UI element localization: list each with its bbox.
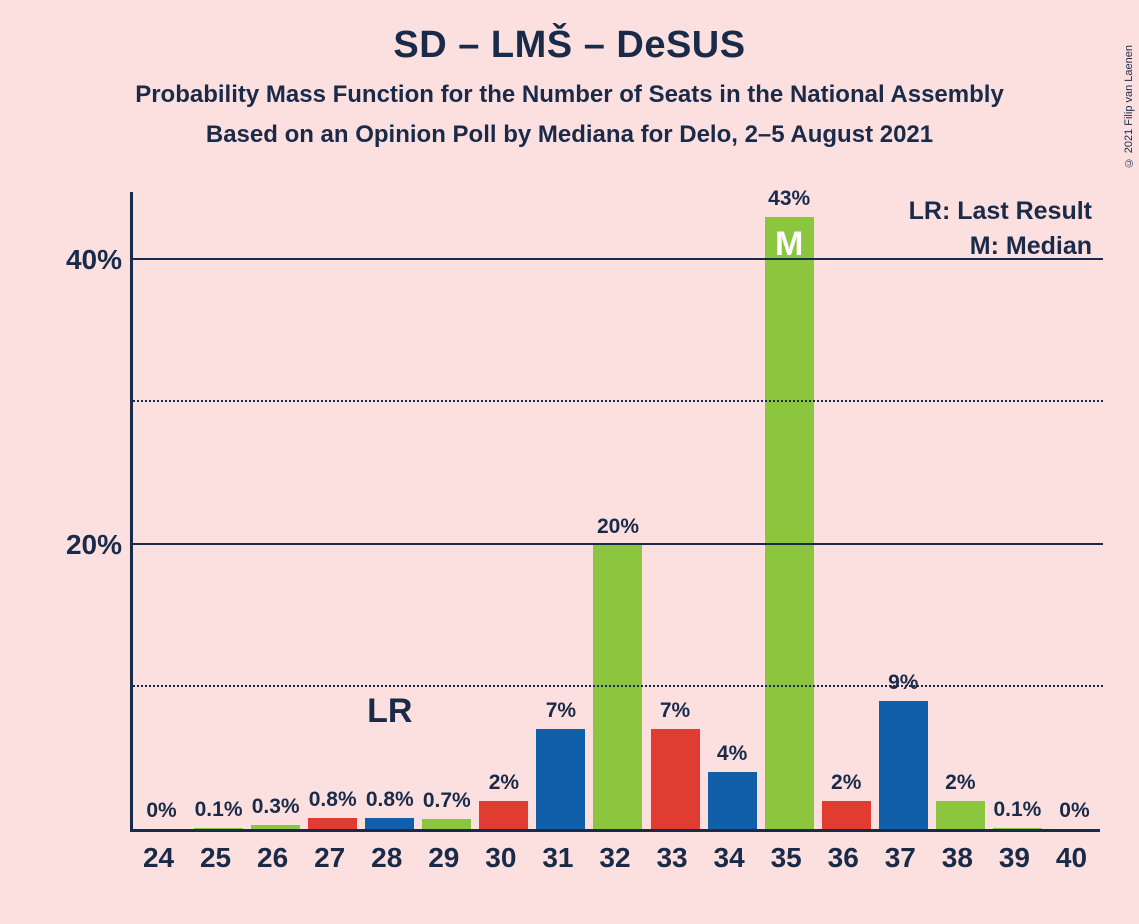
bar (479, 801, 528, 829)
chart-subtitle: Probability Mass Function for the Number… (0, 67, 1139, 109)
bar-value-label: 0.8% (366, 788, 414, 818)
x-axis-label: 26 (244, 842, 301, 874)
bar-value-label: 2% (831, 771, 861, 801)
bar (822, 801, 871, 829)
y-axis-label: 20% (66, 529, 122, 561)
bar-slot: 20% (589, 515, 646, 829)
bar-slot: 0.8% (361, 788, 418, 829)
plot-area: LR: Last Result M: Median 0%0.1%0.3%0.8%… (130, 192, 1100, 832)
bar-slot: 7% (532, 699, 589, 829)
grid-line-minor (133, 685, 1103, 687)
bar-slot: 0.8% (304, 788, 361, 829)
grid-line-major (133, 543, 1103, 545)
x-axis-label: 37 (872, 842, 929, 874)
bar-value-label: 7% (546, 699, 576, 729)
x-axis-label: 33 (644, 842, 701, 874)
x-axis-label: 28 (358, 842, 415, 874)
bar-slot: 0.1% (190, 798, 247, 829)
bar-value-label: 7% (660, 699, 690, 729)
x-axis-label: 29 (415, 842, 472, 874)
x-axis-label: 32 (586, 842, 643, 874)
x-axis-label: 30 (472, 842, 529, 874)
x-axis-labels: 2425262728293031323334353637383940 (130, 842, 1100, 892)
bar (194, 828, 243, 829)
copyright-notice: © 2021 Filip van Laenen (1123, 45, 1135, 168)
bar-slot: 2% (818, 771, 875, 829)
bar (422, 819, 471, 829)
bar (593, 545, 642, 829)
bar-slot: 4% (704, 742, 761, 829)
x-axis-label: 40 (1043, 842, 1100, 874)
bar (936, 801, 985, 829)
x-axis-label: 24 (130, 842, 187, 874)
lr-marker: LR (367, 692, 412, 731)
bar-slot: 0.3% (247, 795, 304, 829)
bars-container: 0%0.1%0.3%0.8%0.8%LR0.7%2%7%20%7%4%43%M2… (133, 189, 1103, 829)
chart-source: Based on an Opinion Poll by Mediana for … (0, 109, 1139, 149)
bar-value-label: 20% (597, 515, 639, 545)
bar-slot: 43%M (761, 187, 818, 829)
grid-line-major (133, 258, 1103, 260)
x-axis-label: 36 (815, 842, 872, 874)
x-axis-label: 31 (529, 842, 586, 874)
bar-value-label: 2% (489, 771, 519, 801)
grid-line-minor (133, 400, 1103, 402)
bar-value-label: 2% (945, 771, 975, 801)
bar (365, 818, 414, 829)
bar-slot: 2% (475, 771, 532, 829)
bar-value-label: 0.1% (195, 798, 243, 828)
chart-area: LR: Last Result M: Median 0%0.1%0.3%0.8%… (130, 192, 1100, 832)
bar-slot: 9% (875, 671, 932, 829)
bar (308, 818, 357, 829)
bar-value-label: 0.8% (309, 788, 357, 818)
bar (879, 701, 928, 829)
bar-slot: 2% (932, 771, 989, 829)
y-axis-label: 40% (66, 244, 122, 276)
x-axis-label: 27 (301, 842, 358, 874)
bar (708, 772, 757, 829)
x-axis-label: 39 (986, 842, 1043, 874)
x-axis-label: 25 (187, 842, 244, 874)
bar-slot: 0% (1046, 799, 1103, 829)
bar: M (765, 217, 814, 829)
bar-value-label: 0.7% (423, 789, 471, 819)
bar (536, 729, 585, 829)
bar-slot: 0.7% (418, 789, 475, 829)
bar-value-label: 43% (768, 187, 810, 217)
bar-value-label: 4% (717, 742, 747, 772)
bar-value-label: 0.3% (252, 795, 300, 825)
bar-slot: 7% (647, 699, 704, 829)
bar-value-label: 0% (1059, 799, 1089, 829)
x-axis-label: 34 (701, 842, 758, 874)
bar-value-label: 0.1% (993, 798, 1041, 828)
bar (251, 825, 300, 829)
bar-value-label: 0% (146, 799, 176, 829)
bar-slot: 0% (133, 799, 190, 829)
bar (651, 729, 700, 829)
x-axis-label: 35 (758, 842, 815, 874)
bar-slot: 0.1% (989, 798, 1046, 829)
chart-title: SD – LMŠ – DeSUS (0, 0, 1139, 67)
x-axis-label: 38 (929, 842, 986, 874)
bar (993, 828, 1042, 829)
